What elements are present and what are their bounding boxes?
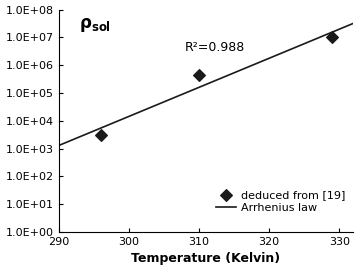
Legend: deduced from [19], Arrhenius law: deduced from [19], Arrhenius law xyxy=(214,188,348,215)
Arrhenius law xyxy=(305,41,309,44)
Arrhenius law xyxy=(237,69,241,72)
Line: Arrhenius law: Arrhenius law xyxy=(59,23,354,146)
deduced from [19] xyxy=(98,133,103,137)
deduced from [19] xyxy=(330,35,335,40)
Arrhenius law xyxy=(324,33,328,36)
deduced from [19] xyxy=(196,73,202,77)
Arrhenius law xyxy=(56,144,61,147)
Text: R²=0.988: R²=0.988 xyxy=(185,41,245,54)
X-axis label: Temperature (Kelvin): Temperature (Kelvin) xyxy=(131,253,280,265)
Arrhenius law xyxy=(231,72,235,75)
Text: $\mathbf{\rho}_{\mathbf{sol}}$: $\mathbf{\rho}_{\mathbf{sol}}$ xyxy=(79,16,111,34)
Arrhenius law xyxy=(232,71,236,75)
Arrhenius law xyxy=(57,144,62,147)
Arrhenius law xyxy=(351,22,356,25)
